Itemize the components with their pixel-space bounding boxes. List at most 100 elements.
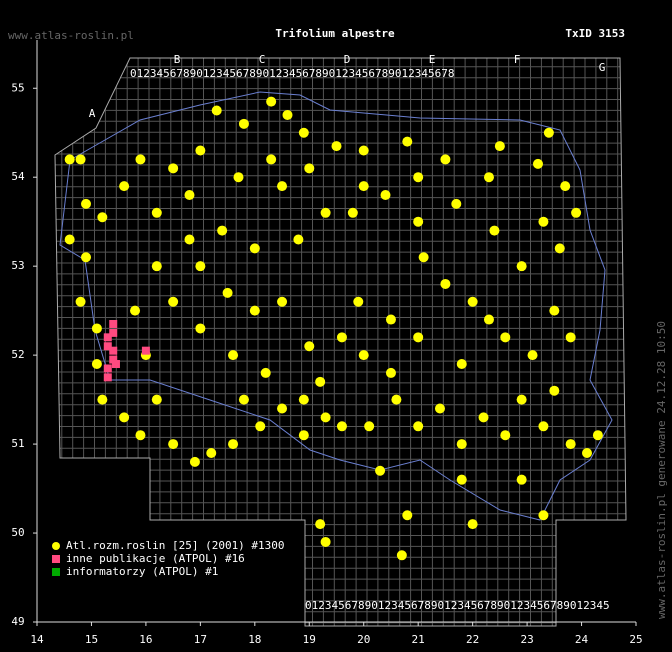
x-tick-label: 17 <box>194 633 207 646</box>
record-dot <box>494 141 505 152</box>
record-dot <box>75 154 86 165</box>
record-dot <box>249 243 260 254</box>
record-dot <box>467 296 478 307</box>
record-dot <box>413 332 424 343</box>
record-dot <box>211 105 222 116</box>
legend-swatch <box>52 555 60 563</box>
x-tick-label: 24 <box>575 633 589 646</box>
record-dot <box>277 403 288 414</box>
record-dot <box>75 296 86 307</box>
record-dot <box>293 234 304 245</box>
grid-top-digits: 0123456789012345678901234567890123456789… <box>130 67 455 80</box>
y-tick-label: 52 <box>11 348 24 361</box>
record-dot <box>402 136 413 147</box>
record-dot <box>538 421 549 432</box>
record-dot <box>549 305 560 316</box>
x-tick-label: 22 <box>466 633 479 646</box>
record-dot <box>396 550 407 561</box>
legend-label: inne publikacje (ATPOL) #16 <box>66 552 245 565</box>
grid-outline <box>54 57 627 627</box>
record-square <box>109 355 118 364</box>
record-dot <box>478 412 489 423</box>
y-tick-label: 53 <box>11 259 24 272</box>
record-dot <box>217 225 228 236</box>
record-dot <box>81 252 92 263</box>
x-tick-label: 15 <box>85 633 98 646</box>
record-dot <box>135 154 146 165</box>
record-dot <box>228 439 239 450</box>
record-dot <box>151 394 162 405</box>
record-square <box>109 346 118 355</box>
record-dot <box>238 394 249 405</box>
record-dot <box>592 430 603 441</box>
record-dot <box>336 332 347 343</box>
x-tick-label: 23 <box>520 633 533 646</box>
grid-column-label: C <box>259 53 266 66</box>
record-dot <box>440 154 451 165</box>
record-dot <box>364 421 375 432</box>
record-dot <box>353 296 364 307</box>
record-dot <box>320 536 331 547</box>
y-tick-label: 54 <box>11 170 25 183</box>
record-dot <box>119 181 130 192</box>
side-note: www.atlas-roslin.pl generowane 24.12.28 … <box>655 321 668 619</box>
record-dot <box>451 198 462 209</box>
record-dot <box>402 510 413 521</box>
record-dot <box>527 350 538 361</box>
record-square <box>103 342 112 351</box>
record-dot <box>238 118 249 129</box>
x-tick-label: 25 <box>629 633 642 646</box>
record-dot <box>304 163 315 174</box>
y-tick-label: 50 <box>11 526 24 539</box>
record-dot <box>91 323 102 334</box>
legend-label: informatorzy (ATPOL) #1 <box>66 565 218 578</box>
grid-bottom-digits: 0123456789012345678901234567890123456789… <box>305 599 610 612</box>
grid-column-label: D <box>344 53 351 66</box>
record-dot <box>195 145 206 156</box>
record-square <box>103 373 112 382</box>
grid-column-label: F <box>514 53 521 66</box>
record-dot <box>560 181 571 192</box>
record-dot <box>440 278 451 289</box>
record-dot <box>336 421 347 432</box>
legend-swatch <box>52 568 60 576</box>
record-dot <box>151 207 162 218</box>
record-dot <box>385 367 396 378</box>
record-dot <box>184 190 195 201</box>
record-dot <box>64 154 75 165</box>
record-dot <box>516 394 527 405</box>
record-dot <box>581 447 592 458</box>
record-dot <box>358 181 369 192</box>
record-dot <box>358 145 369 156</box>
record-dot <box>456 474 467 485</box>
record-dot <box>168 439 179 450</box>
record-dot <box>298 127 309 138</box>
record-dot <box>130 305 141 316</box>
taxon-id: TxID 3153 <box>565 27 625 40</box>
record-dot <box>315 376 326 387</box>
record-dot <box>565 332 576 343</box>
grid-column-label: E <box>429 53 436 66</box>
record-dot <box>456 439 467 450</box>
y-tick-label: 55 <box>11 81 24 94</box>
record-dot <box>97 394 108 405</box>
record-dot <box>249 305 260 316</box>
record-dot <box>255 421 266 432</box>
grid-column-label: G <box>599 61 606 74</box>
record-dot <box>385 314 396 325</box>
record-dot <box>434 403 445 414</box>
record-dot <box>516 261 527 272</box>
record-dot <box>81 198 92 209</box>
record-dot <box>260 367 271 378</box>
x-tick-label: 20 <box>357 633 370 646</box>
x-tick-label: 14 <box>30 633 44 646</box>
record-dot <box>554 243 565 254</box>
record-dot <box>184 234 195 245</box>
record-dot <box>266 96 277 107</box>
record-dot <box>456 359 467 370</box>
record-dot <box>298 394 309 405</box>
record-dot <box>233 172 244 183</box>
record-dot <box>532 158 543 169</box>
record-dot <box>228 350 239 361</box>
record-dot <box>195 323 206 334</box>
